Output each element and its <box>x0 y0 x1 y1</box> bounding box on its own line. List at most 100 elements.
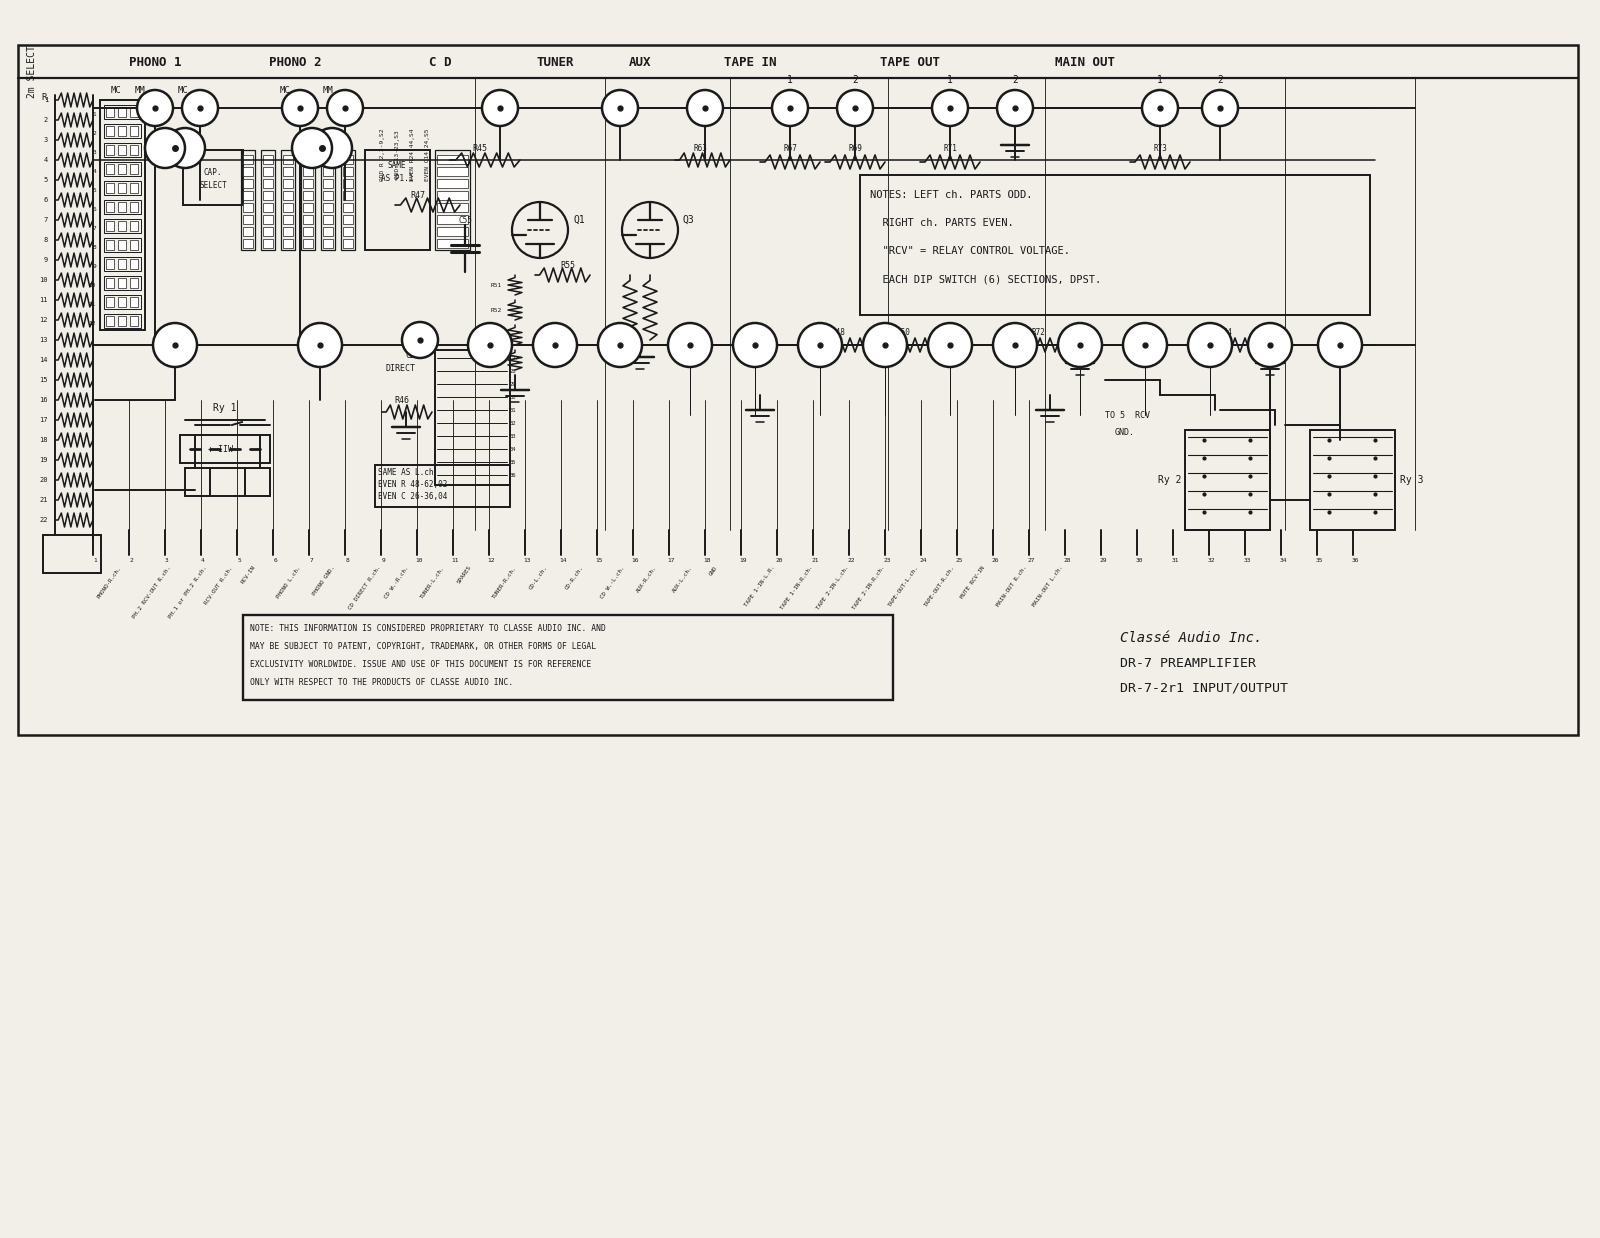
Text: 16: 16 <box>632 558 638 563</box>
Text: MAIN-OUT R.ch.: MAIN-OUT R.ch. <box>995 565 1029 608</box>
Bar <box>118 106 126 118</box>
Text: 29: 29 <box>1099 558 1107 563</box>
Bar <box>118 316 126 326</box>
Text: 2: 2 <box>1218 76 1222 85</box>
Text: MUTE RCV-IN: MUTE RCV-IN <box>960 565 986 599</box>
Text: CD: CD <box>405 350 414 359</box>
Text: R63: R63 <box>693 144 707 152</box>
Bar <box>181 435 270 463</box>
Bar <box>106 297 114 307</box>
Text: PHONO 2: PHONO 2 <box>269 56 322 68</box>
Bar <box>106 106 114 118</box>
Bar <box>106 183 114 193</box>
Text: 33: 33 <box>1243 558 1251 563</box>
Circle shape <box>312 128 352 168</box>
Bar <box>323 167 333 176</box>
Bar <box>130 145 138 155</box>
Bar <box>302 180 314 188</box>
Bar <box>437 227 469 236</box>
Text: Classé Audio Inc.: Classé Audio Inc. <box>1120 631 1262 645</box>
Bar <box>106 163 114 175</box>
Text: EVEN R 48-62,02: EVEN R 48-62,02 <box>378 479 448 489</box>
Bar <box>283 227 293 236</box>
Bar <box>182 150 243 206</box>
Bar <box>302 155 314 163</box>
Circle shape <box>733 323 778 366</box>
Bar <box>437 215 469 224</box>
Text: 14: 14 <box>40 357 48 363</box>
Bar <box>118 126 126 136</box>
Bar <box>104 201 141 214</box>
Text: 28: 28 <box>1064 558 1070 563</box>
Text: 33: 33 <box>510 433 517 438</box>
Text: 3: 3 <box>93 150 96 155</box>
Bar <box>118 163 126 175</box>
Text: PH.2 RCV-OUT R.ch.: PH.2 RCV-OUT R.ch. <box>133 565 173 619</box>
Circle shape <box>146 128 186 168</box>
Text: 24: 24 <box>920 558 926 563</box>
Text: 20: 20 <box>776 558 782 563</box>
Bar <box>104 295 141 310</box>
Bar <box>118 145 126 155</box>
Bar <box>106 240 114 250</box>
Text: "RCV" = RELAY CONTROL VOLTAGE.: "RCV" = RELAY CONTROL VOLTAGE. <box>870 246 1070 256</box>
Text: MAY BE SUBJECT TO PATENT, COPYRIGHT, TRADEMARK, OR OTHER FORMS OF LEGAL: MAY BE SUBJECT TO PATENT, COPYRIGHT, TRA… <box>250 641 597 650</box>
Text: 2: 2 <box>1013 76 1018 85</box>
Text: 8: 8 <box>43 236 48 243</box>
Bar <box>262 203 274 212</box>
Text: R48: R48 <box>830 328 845 337</box>
Text: R72: R72 <box>1030 328 1045 337</box>
Bar <box>262 180 274 188</box>
Bar <box>243 615 893 699</box>
Bar <box>104 124 141 137</box>
Bar <box>106 222 114 232</box>
Text: R74: R74 <box>1218 328 1232 337</box>
Circle shape <box>798 323 842 366</box>
Text: TAPE OUT: TAPE OUT <box>880 56 941 68</box>
Text: 18: 18 <box>704 558 710 563</box>
Circle shape <box>154 323 197 366</box>
Text: 2: 2 <box>93 130 96 135</box>
Bar <box>283 167 293 176</box>
Text: 4: 4 <box>43 157 48 163</box>
Text: C55: C55 <box>458 215 472 224</box>
Bar <box>243 227 253 236</box>
Bar <box>437 167 469 176</box>
Bar <box>323 215 333 224</box>
Text: EACH DIP SWITCH (6) SECTIONS, DPST.: EACH DIP SWITCH (6) SECTIONS, DPST. <box>870 274 1101 284</box>
Bar <box>130 106 138 118</box>
Text: R73: R73 <box>1154 144 1166 152</box>
Circle shape <box>686 90 723 126</box>
Bar <box>302 191 314 201</box>
Bar <box>130 202 138 212</box>
Text: R69: R69 <box>848 144 862 152</box>
Bar <box>261 150 275 250</box>
Circle shape <box>1123 323 1166 366</box>
Bar <box>106 316 114 326</box>
Text: NOTES: LEFT ch. PARTS ODD.: NOTES: LEFT ch. PARTS ODD. <box>870 189 1032 201</box>
Circle shape <box>326 90 363 126</box>
Bar <box>435 150 470 250</box>
Text: MC: MC <box>110 85 122 94</box>
Text: R51: R51 <box>491 282 502 287</box>
Text: EVEN R24-44,S4: EVEN R24-44,S4 <box>410 129 414 181</box>
Text: C D: C D <box>429 56 451 68</box>
Text: 17: 17 <box>40 417 48 423</box>
Bar <box>861 175 1370 314</box>
Text: 19: 19 <box>739 558 747 563</box>
Text: 13: 13 <box>40 337 48 343</box>
Bar <box>130 259 138 269</box>
Text: EVEN C14-24,S5: EVEN C14-24,S5 <box>426 129 430 181</box>
Circle shape <box>469 323 512 366</box>
Text: 10: 10 <box>40 277 48 284</box>
Bar <box>104 258 141 271</box>
Circle shape <box>298 323 342 366</box>
Text: Q3: Q3 <box>682 215 694 225</box>
Text: 29: 29 <box>510 381 517 386</box>
Bar <box>342 191 354 201</box>
Circle shape <box>773 90 808 126</box>
Text: 2: 2 <box>43 118 48 123</box>
Circle shape <box>669 323 712 366</box>
Text: Ry 1: Ry 1 <box>213 404 237 413</box>
Text: 23: 23 <box>883 558 891 563</box>
